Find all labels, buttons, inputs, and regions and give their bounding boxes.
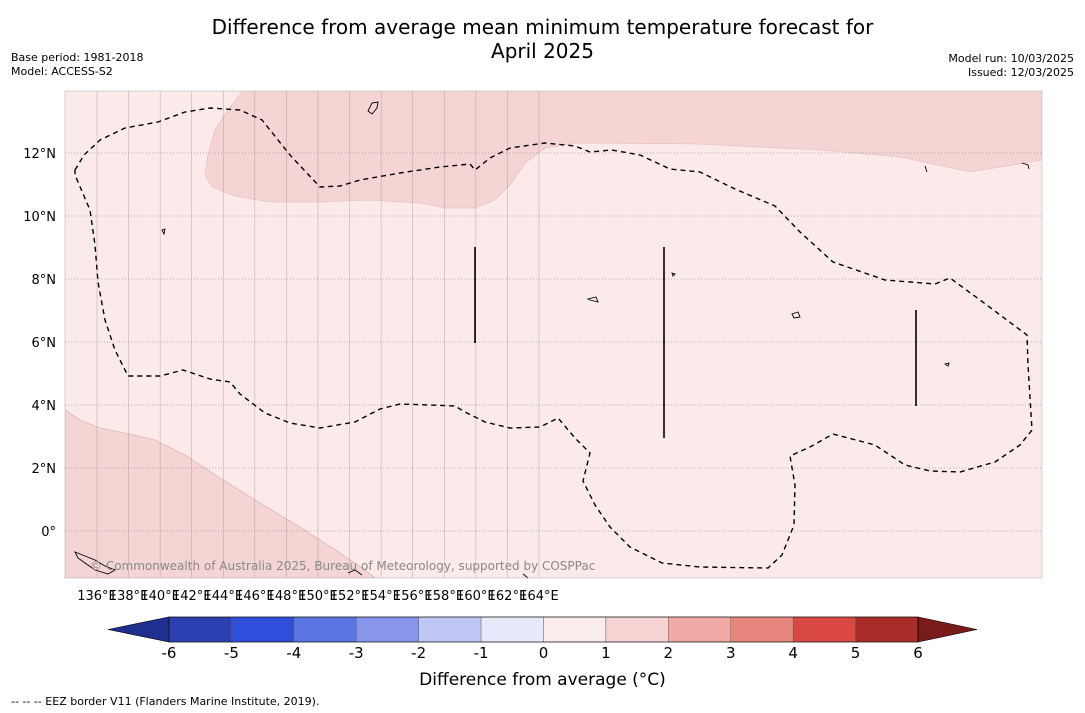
island-small-1 (161, 228, 166, 236)
grid-lines (65, 91, 1042, 578)
longitude-label: 136°E (77, 589, 117, 604)
colorbar-label: Difference from average (°C) (419, 670, 666, 690)
latitude-label: 4°N (32, 399, 57, 414)
longitude-label: 140°E (140, 589, 180, 604)
colorbar-tick-label: -1 (474, 644, 489, 662)
longitude-label: 138°E (109, 589, 149, 604)
island-new-guinea-coast (74, 551, 117, 575)
copyright-text: © Commonwealth of Australia 2025, Bureau… (90, 559, 595, 573)
latitude-labels: 12°N 10°N 8°N 6°N 4°N 2°N 0° (23, 147, 56, 540)
longitude-label: 144°E (204, 589, 244, 604)
latitude-label: 6°N (32, 336, 57, 351)
longitude-label: 158°E (425, 589, 465, 604)
longitude-label: 148°E (267, 589, 307, 604)
colorbar-tick-label: -2 (411, 644, 426, 662)
island-small-7 (924, 165, 928, 173)
island-small-6 (1021, 162, 1030, 170)
latitude-label: 0° (41, 525, 56, 540)
colorbar-box (543, 616, 607, 643)
colorbar-box (418, 616, 482, 643)
colorbar-tick-labels: -6 -5 -4 -3 -2 -1 0 1 2 3 4 5 6 (162, 644, 923, 662)
islands (74, 101, 1030, 579)
longitude-labels: 136°E138°E140°E142°E144°E146°E148°E150°E… (77, 589, 559, 604)
island-small-8 (347, 569, 363, 576)
anomaly-regions-1-to-2 (65, 91, 1042, 578)
longitude-label: 152°E (330, 589, 370, 604)
map-frame (64, 90, 1043, 579)
colorbar-box (730, 616, 794, 643)
colorbar-tick-label: 3 (726, 644, 736, 662)
meta-left: Base period: 1981-2018 Model: ACCESS-S2 (11, 51, 143, 79)
island-small-9 (522, 573, 529, 579)
longitude-label: 142°E (172, 589, 212, 604)
colorbar-box (293, 616, 357, 643)
colorbar-box (792, 616, 856, 643)
colorbar-tick-label: 0 (539, 644, 549, 662)
colorbar-frame (168, 616, 919, 643)
model-run-text: Model run: 10/03/2025 (948, 52, 1074, 65)
longitude-label: 156°E (393, 589, 433, 604)
colorbar-box (480, 616, 544, 643)
colorbar-tick-label: -6 (162, 644, 177, 662)
colorbar-tick-label: 5 (851, 644, 861, 662)
colorbar-tick-label: -4 (286, 644, 301, 662)
colorbar-tick-label: -5 (224, 644, 239, 662)
island-small-5 (671, 272, 676, 277)
colorbar-tick-label: 6 (913, 644, 923, 662)
colorbar-extend-high (917, 616, 978, 643)
eez-border (74, 107, 1033, 569)
colorbar-extend-low (107, 616, 170, 643)
latitude-label: 10°N (23, 210, 56, 225)
title-line-2: April 2025 (491, 39, 594, 63)
latitude-label: 8°N (32, 273, 57, 288)
meta-right: Model run: 10/03/2025 Issued: 12/03/2025 (948, 52, 1074, 80)
longitude-label: 150°E (298, 589, 338, 604)
colorbar-box (231, 616, 295, 643)
eez-footnote: -- -- -- EEZ border V11 (Flanders Marine… (11, 695, 320, 708)
anomaly-region-southwest (65, 409, 376, 578)
island-small-4 (943, 362, 950, 367)
anomaly-region-north (204, 91, 1042, 209)
colorbar-box (605, 616, 669, 643)
longitude-label: 154°E (361, 589, 401, 604)
island-guam (367, 101, 379, 115)
longitude-label: 160°E (456, 589, 496, 604)
island-small-3 (791, 311, 801, 319)
colorbar-tick-label: 1 (601, 644, 611, 662)
latitude-label: 2°N (32, 462, 57, 477)
colorbar-box (168, 616, 232, 643)
longitude-label: 162°E (488, 589, 528, 604)
colorbar-box (855, 616, 919, 643)
colorbar-box (356, 616, 419, 643)
colorbar-tick-label: 2 (664, 644, 674, 662)
colorbar-tick-label: -3 (349, 644, 364, 662)
colorbar-tick-label: 4 (788, 644, 798, 662)
colorbar (107, 616, 978, 643)
latitude-label: 12°N (23, 147, 56, 162)
issued-text: Issued: 12/03/2025 (967, 66, 1074, 79)
island-small-2 (586, 296, 599, 303)
longitude-label: 146°E (235, 589, 275, 604)
colorbar-box (668, 616, 731, 643)
base-period-text: Base period: 1981-2018 (11, 51, 144, 64)
model-text: Model: ACCESS-S2 (11, 65, 113, 78)
longitude-label: 164°E (519, 589, 559, 604)
title-line-1: Difference from average mean minimum tem… (211, 15, 874, 39)
